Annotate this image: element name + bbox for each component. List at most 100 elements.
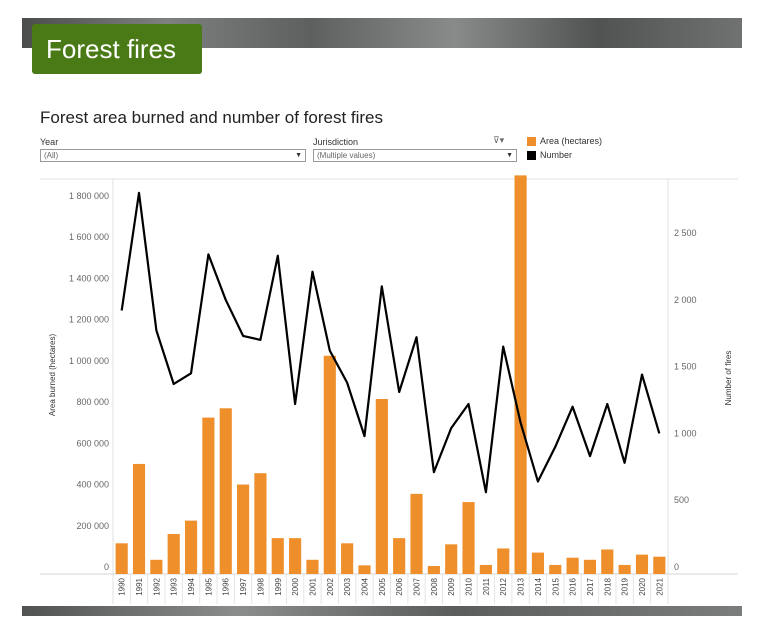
y-tick-label-left: 1 400 000 — [69, 273, 109, 283]
y-tick-label-left: 1 600 000 — [69, 232, 109, 242]
bar-area-2015 — [549, 564, 562, 574]
bar-area-2008 — [427, 565, 440, 574]
bar-area-2014 — [531, 552, 544, 574]
jurisdiction-filter-select[interactable]: (Multiple values) ▼ — [313, 149, 517, 162]
x-tick-label: 2014 — [534, 577, 543, 595]
y-tick-label-right: 1 000 — [674, 428, 697, 438]
y-tick-label-right: 1 500 — [674, 362, 697, 372]
x-tick-label: 2020 — [638, 577, 647, 595]
year-filter-label: Year — [40, 137, 59, 147]
line-number-of-fires — [120, 191, 661, 494]
bar-area-2003 — [341, 543, 354, 574]
x-tick-label: 2008 — [430, 577, 439, 595]
x-tick-label: 2006 — [395, 577, 404, 595]
x-tick-label: 2002 — [326, 577, 335, 595]
bar-area-1999 — [271, 538, 284, 574]
x-tick-label: 2004 — [360, 577, 369, 595]
bar-area-2016 — [566, 557, 579, 574]
bar-area-1994 — [184, 520, 198, 574]
x-tick-label: 2005 — [378, 577, 387, 595]
bar-area-2020 — [635, 554, 649, 574]
page-title: Forest fires — [32, 24, 202, 74]
y-tick-label-left: 400 000 — [76, 480, 109, 490]
x-tick-label: 1997 — [239, 577, 248, 595]
y-tick-label-right: 500 — [674, 495, 689, 505]
bar-area-2001 — [306, 559, 319, 574]
bar-area-2000 — [289, 538, 302, 574]
y-tick-label-left: 600 000 — [76, 438, 109, 448]
y-tick-label-left: 1 000 000 — [69, 356, 109, 366]
bar-area-1991 — [132, 463, 146, 574]
x-tick-label: 2012 — [499, 577, 508, 595]
legend-label-area: Area (hectares) — [540, 136, 603, 146]
bar-area-2005 — [375, 399, 388, 574]
x-tick-label: 2003 — [343, 577, 352, 595]
x-tick-label: 1996 — [222, 577, 231, 595]
bar-area-1998 — [254, 473, 267, 574]
legend-swatch-number — [527, 151, 536, 160]
x-tick-label: 2013 — [517, 577, 526, 595]
x-tick-label: 2011 — [482, 577, 491, 595]
clear-filter-icon[interactable]: ⊽▾ — [493, 135, 505, 145]
bar-area-1992 — [150, 559, 163, 574]
y-tick-label-left: 200 000 — [76, 521, 109, 531]
y-axis-title-left: Area burned (hectares) — [48, 334, 57, 417]
x-tick-label: 2015 — [551, 577, 560, 595]
x-tick-label: 1995 — [204, 577, 213, 595]
y-tick-label-right: 0 — [674, 562, 679, 572]
x-tick-label: 1999 — [274, 577, 283, 595]
bar-area-1997 — [237, 484, 250, 574]
y-tick-label-right: 2 000 — [674, 295, 697, 305]
jurisdiction-filter-value: (Multiple values) — [317, 151, 376, 160]
y-tick-label-left: 1 800 000 — [69, 191, 109, 201]
x-tick-label: 1998 — [256, 577, 265, 595]
year-filter-value: (All) — [44, 151, 59, 160]
bar-area-2002 — [323, 355, 336, 574]
y-tick-label-left: 800 000 — [76, 397, 109, 407]
bar-area-2013 — [514, 175, 527, 574]
y-axis-title-right: Number of fires — [724, 351, 733, 406]
x-tick-label: 1994 — [187, 577, 196, 595]
x-tick-label: 2019 — [621, 577, 630, 595]
x-tick-label: 1990 — [118, 577, 127, 595]
year-filter-select[interactable]: (All) ▼ — [40, 149, 306, 162]
y-tick-label-right: 2 500 — [674, 228, 697, 238]
jurisdiction-filter-label: Jurisdiction — [313, 137, 359, 147]
chart-title: Forest area burned and number of forest … — [40, 108, 384, 127]
bar-area-2007 — [410, 493, 423, 574]
x-tick-label: 1991 — [135, 577, 144, 595]
x-tick-label: 2010 — [465, 577, 474, 595]
bar-area-2011 — [479, 564, 492, 574]
x-tick-label: 2000 — [291, 577, 300, 595]
bar-area-2006 — [393, 538, 406, 574]
bar-area-2019 — [618, 564, 631, 574]
bar-area-1990 — [115, 543, 128, 574]
bar-area-1996 — [219, 408, 232, 574]
chevron-down-icon: ▼ — [295, 152, 302, 159]
x-tick-label: 2018 — [603, 577, 612, 595]
y-tick-label-left: 0 — [104, 562, 109, 572]
footer-banner-image — [22, 606, 742, 616]
bar-area-2021 — [653, 556, 666, 574]
bar-area-2009 — [445, 544, 458, 574]
legend-label-number: Number — [540, 150, 573, 160]
x-tick-label: 1992 — [152, 577, 161, 595]
bar-area-2012 — [497, 548, 510, 574]
x-tick-label: 2017 — [586, 577, 595, 595]
x-tick-label: 2021 — [655, 577, 664, 595]
y-tick-label-left: 1 200 000 — [69, 315, 109, 325]
x-tick-label: 1993 — [170, 577, 179, 595]
x-tick-label: 2009 — [447, 577, 456, 595]
bar-area-2004 — [358, 565, 371, 574]
bar-area-1993 — [167, 534, 180, 574]
chevron-down-icon: ▼ — [506, 152, 513, 159]
x-tick-label: 2007 — [413, 577, 422, 595]
bar-area-2010 — [462, 502, 475, 574]
legend-swatch-area — [527, 137, 536, 146]
bar-area-1995 — [202, 417, 215, 574]
bar-area-2018 — [601, 549, 614, 574]
x-tick-label: 2016 — [569, 577, 578, 595]
bar-area-2017 — [583, 559, 597, 574]
x-tick-label: 2001 — [308, 577, 317, 595]
